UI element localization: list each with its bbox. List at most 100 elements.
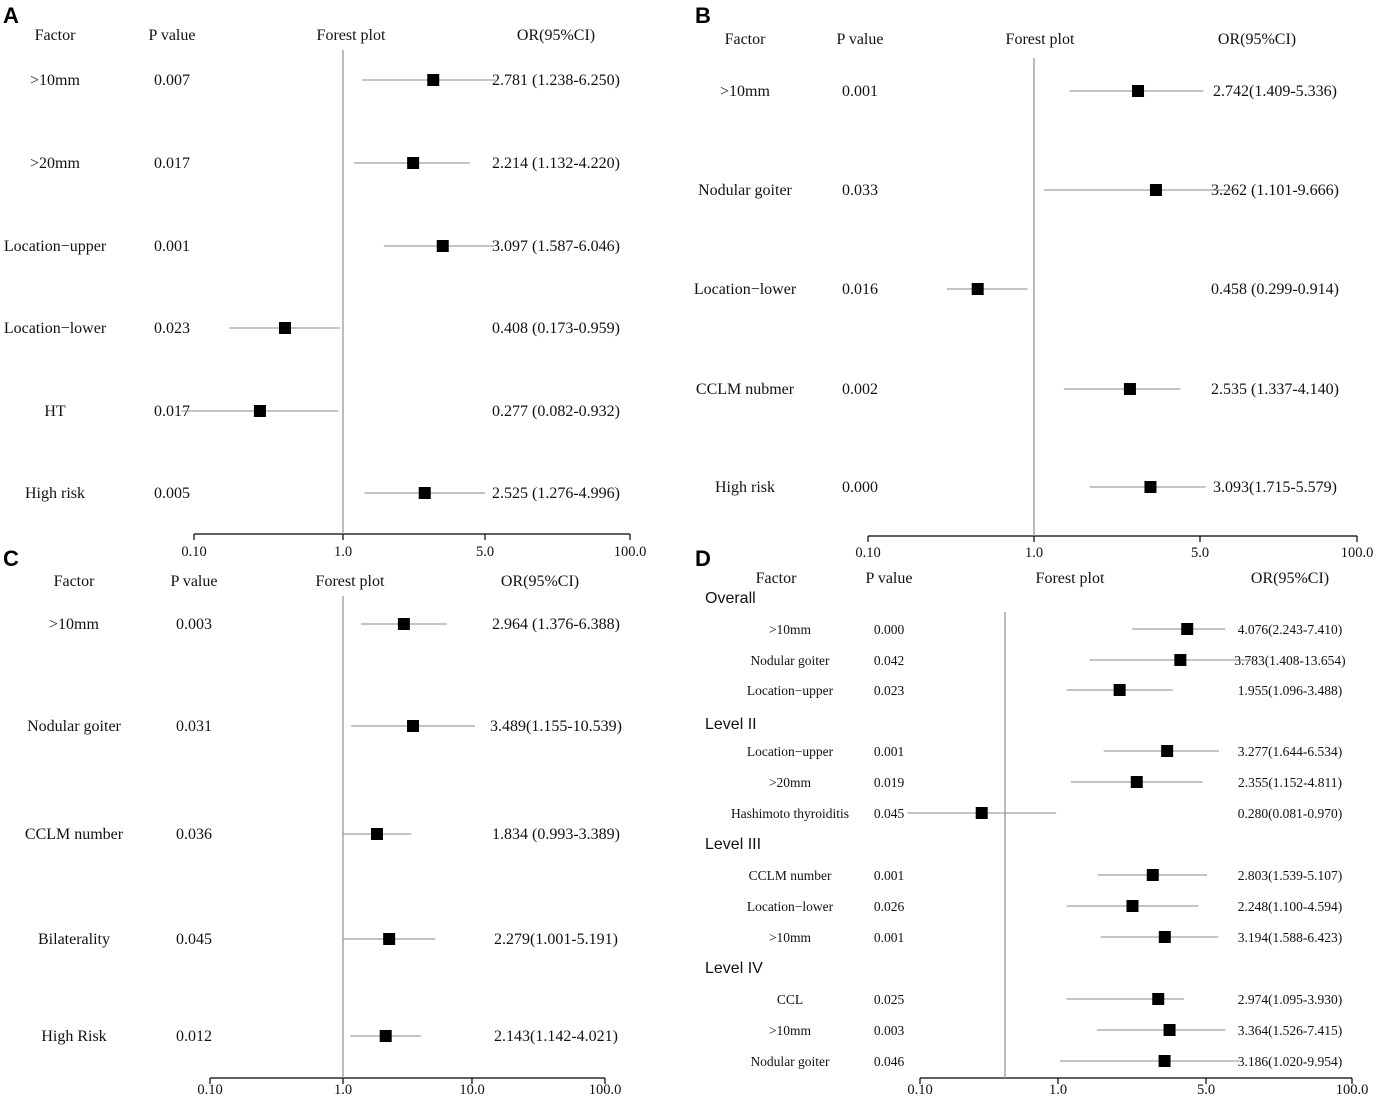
p-value: 0.017 — [154, 403, 190, 420]
factor-label: >10mm — [30, 72, 80, 89]
factor-label: >10mm — [49, 616, 99, 633]
x-axis-tick-label: 100.0 — [1336, 1082, 1369, 1098]
forest-row: Nodular goiter 0.031 3.489(1.155-10.539) — [27, 718, 622, 735]
or-ci-text: 1.834 (0.993-3.389) — [492, 826, 620, 843]
factor-label: >10mm — [769, 930, 812, 945]
or-point-marker — [1132, 85, 1145, 97]
x-axis-tick-label: 1.0 — [334, 1082, 352, 1098]
or-ci-text: 2.355(1.152-4.811) — [1238, 775, 1342, 790]
x-axis-tick-label: 10.0 — [459, 1082, 484, 1098]
x-axis-tick-label: 100.0 — [589, 1082, 622, 1098]
panel-c: C Factor P value Forest plot OR(95%CI) 0.10 1.… — [3, 546, 622, 1098]
or-ci-text: 2.974(1.095-3.930) — [1238, 992, 1343, 1007]
or-ci-text: 1.955(1.096-3.488) — [1238, 683, 1343, 698]
or-ci-text: 3.097 (1.587-6.046) — [492, 238, 620, 255]
or-ci-text: 2.742(1.409-5.336) — [1213, 83, 1337, 100]
factor-label: CCLM number — [749, 868, 832, 883]
or-ci-text: 3.194(1.588-6.423) — [1238, 930, 1343, 945]
factor-label: High risk — [715, 479, 775, 496]
header-forest-plot: Forest plot — [316, 573, 385, 590]
header-or-ci: OR(95%CI) — [517, 27, 595, 44]
or-ci-text: 0.458 (0.299-0.914) — [1211, 281, 1339, 298]
or-point-marker — [1152, 993, 1165, 1005]
or-point-marker — [1158, 931, 1171, 943]
x-axis-tick-label: 0.10 — [181, 544, 206, 560]
factor-label: Location−upper — [4, 238, 107, 255]
p-value: 0.000 — [842, 479, 878, 496]
factor-label: CCL — [777, 992, 803, 1007]
or-point-marker — [407, 720, 420, 732]
p-value: 0.003 — [176, 616, 212, 633]
header-factor: Factor — [725, 31, 767, 48]
forest-row: High Risk 0.012 2.143(1.142-4.021) — [41, 1028, 618, 1045]
forest-row: >20mm 0.017 2.214 (1.132-4.220) — [30, 155, 620, 172]
or-ci-text: 3.364(1.526-7.415) — [1238, 1023, 1343, 1038]
forest-row: >10mm 0.003 2.964 (1.376-6.388) — [49, 616, 620, 633]
header-or-ci: OR(95%CI) — [1218, 31, 1296, 48]
forest-row: >10mm 0.001 3.194(1.588-6.423) — [769, 930, 1342, 945]
or-point-marker — [1113, 684, 1126, 696]
p-value: 0.002 — [842, 381, 878, 398]
factor-label: >10mm — [720, 83, 770, 100]
or-ci-text: 3.277(1.644-6.534) — [1238, 744, 1343, 759]
header-p-value: P value — [149, 27, 196, 44]
forest-row: Location−upper 0.023 1.955(1.096-3.488) — [747, 683, 1342, 698]
header-or-ci: OR(95%CI) — [1251, 570, 1329, 587]
group-label: Level IV — [705, 960, 763, 977]
or-ci-text: 3.093(1.715-5.579) — [1213, 479, 1337, 496]
forest-row: Location−upper 0.001 3.097 (1.587-6.046) — [4, 238, 620, 255]
forest-row: Location−lower 0.026 2.248(1.100-4.594) — [747, 899, 1342, 914]
forest-row: Location−lower 0.023 0.408 (0.173-0.959) — [4, 320, 620, 337]
p-value: 0.033 — [842, 182, 878, 199]
or-ci-text: 3.783(1.408-13.654) — [1234, 653, 1345, 668]
or-point-marker — [1130, 776, 1143, 788]
or-point-marker — [427, 74, 440, 86]
forest-row: >20mm 0.019 2.355(1.152-4.811) — [769, 775, 1342, 790]
p-value: 0.045 — [176, 931, 212, 948]
or-point-marker — [1181, 623, 1194, 635]
or-point-marker — [1158, 1055, 1171, 1067]
factor-label: Nodular goiter — [750, 1054, 830, 1069]
header-factor: Factor — [54, 573, 96, 590]
factor-label: Bilaterality — [38, 931, 110, 948]
or-point-marker — [383, 933, 396, 945]
or-point-marker — [1163, 1024, 1176, 1036]
p-value: 0.001 — [842, 83, 878, 100]
factor-label: Nodular goiter — [750, 653, 830, 668]
header-forest-plot: Forest plot — [317, 27, 386, 44]
header-p-value: P value — [837, 31, 884, 48]
forest-row: HT 0.017 0.277 (0.082-0.932) — [44, 403, 620, 420]
or-point-marker — [1161, 745, 1174, 757]
p-value: 0.000 — [874, 622, 905, 637]
or-ci-text: 2.248(1.100-4.594) — [1238, 899, 1343, 914]
group-label: Level II — [705, 716, 757, 733]
or-point-marker — [370, 828, 383, 840]
p-value: 0.019 — [874, 775, 905, 790]
factor-label: Location−upper — [747, 683, 834, 698]
or-point-marker — [975, 807, 988, 819]
or-point-marker — [971, 283, 984, 295]
p-value: 0.045 — [874, 806, 905, 821]
or-point-marker — [1146, 869, 1159, 881]
p-value: 0.001 — [874, 744, 904, 759]
forest-row: Hashimoto thyroiditis 0.045 0.280(0.081-0.… — [731, 806, 1342, 821]
or-ci-text: 2.143(1.142-4.021) — [494, 1028, 618, 1045]
or-ci-text: 2.803(1.539-5.107) — [1238, 868, 1343, 883]
forest-row: Location−upper 0.001 3.277(1.644-6.534) — [747, 744, 1342, 759]
header-p-value: P value — [866, 570, 913, 587]
forest-row: CCL 0.025 2.974(1.095-3.930) — [777, 992, 1342, 1007]
factor-label: High Risk — [41, 1028, 106, 1045]
x-axis-tick-label: 100.0 — [1341, 545, 1374, 561]
header-factor: Factor — [756, 570, 798, 587]
forest-row: Nodular goiter 0.042 3.783(1.408-13.654) — [750, 653, 1345, 668]
x-axis-tick-label: 1.0 — [1025, 545, 1043, 561]
p-value: 0.016 — [842, 281, 878, 298]
factor-label: Location−lower — [747, 899, 834, 914]
p-value: 0.012 — [176, 1028, 212, 1045]
group-label: Level III — [705, 836, 761, 853]
panel-d: D Factor P value Forest plot OR(95%CI) 0.10 1.… — [695, 546, 1368, 1098]
p-value: 0.042 — [874, 653, 904, 668]
or-ci-text: 3.489(1.155-10.539) — [490, 718, 622, 735]
or-point-marker — [1123, 383, 1136, 395]
or-point-marker — [397, 618, 410, 630]
